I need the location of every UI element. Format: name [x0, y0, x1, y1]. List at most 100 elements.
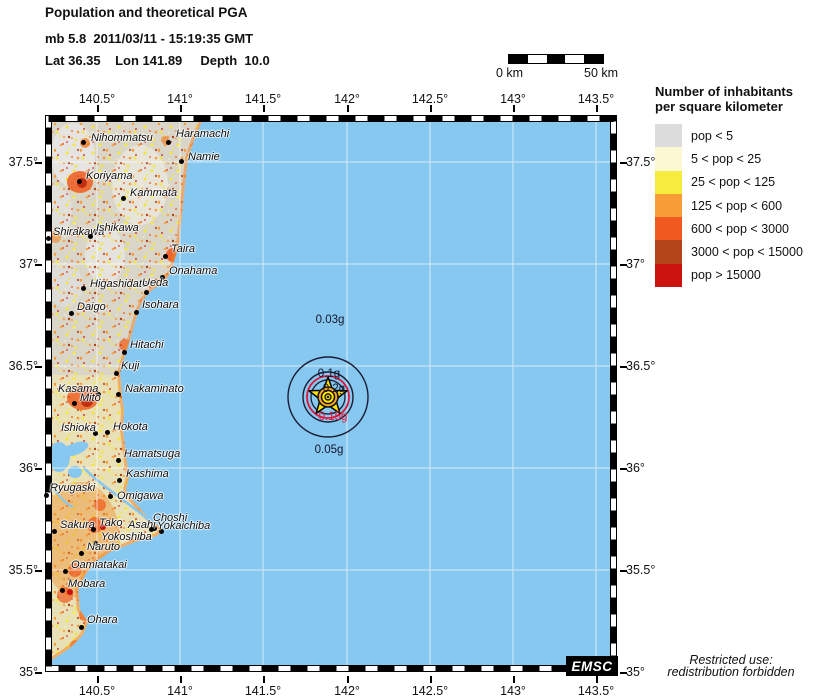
lake-kasumigaura — [48, 441, 151, 522]
legend-entry-label: 25 < pop < 125 — [691, 175, 776, 190]
legend-color-swatch — [655, 147, 682, 171]
legend-title-line1: Number of inhabitants — [655, 84, 793, 99]
lat-axis-label-right: 36.5° — [626, 359, 656, 373]
lon-axis-label-top: 140.5° — [78, 92, 116, 106]
legend-entry-label: pop > 15000 — [691, 268, 761, 283]
legend-row: pop < 5 — [655, 124, 822, 148]
axis-tick — [620, 570, 627, 572]
axis-tick — [596, 105, 598, 112]
axis-tick — [620, 264, 627, 266]
axis-tick — [263, 676, 265, 683]
contour-0-05g — [287, 356, 369, 438]
axis-tick — [620, 672, 627, 674]
lat-axis-label-left: 37.5° — [8, 155, 38, 169]
scale-bar-zero-label: 0 km — [496, 66, 524, 80]
legend-color-swatch — [655, 263, 682, 288]
map-canvas — [45, 115, 617, 672]
lat-axis-label-left: 36.5° — [8, 359, 38, 373]
axis-tick — [596, 676, 598, 683]
legend-title-line2: per square kilometer — [655, 99, 783, 114]
page-title: Population and theoretical PGA — [45, 5, 248, 20]
legend-color-swatch — [655, 217, 682, 241]
axis-tick — [35, 468, 42, 470]
legend-row: 5 < pop < 25 — [655, 147, 822, 171]
axis-tick — [180, 676, 182, 683]
lon-axis-label-top: 142° — [334, 92, 360, 106]
lon-axis-label-top: 143° — [500, 92, 526, 106]
axis-tick — [620, 468, 627, 470]
restricted-use-notice: Restricted use: redistribution forbidden — [645, 653, 817, 679]
axis-tick — [513, 676, 515, 683]
population-legend: Number of inhabitants per square kilomet… — [655, 84, 822, 288]
legend-row: pop > 15000 — [655, 263, 822, 288]
axis-tick — [620, 366, 627, 368]
legend-entry-label: 600 < pop < 3000 — [691, 221, 790, 236]
axis-tick — [35, 672, 42, 674]
lon-axis-label-top: 141.5° — [244, 92, 282, 106]
lon-axis-label-bottom: 142.5° — [411, 684, 449, 698]
lat-axis-label-left: 37° — [19, 257, 38, 271]
epicenter-star-icon — [308, 376, 348, 414]
emsc-logo: EMSC — [566, 656, 618, 676]
lon-axis-label-bottom: 143.5° — [577, 684, 615, 698]
axis-tick — [97, 105, 99, 112]
legend-entry-label: pop < 5 — [691, 128, 734, 143]
lat-axis-label-right: 35.5° — [626, 563, 656, 577]
river — [52, 486, 74, 508]
lon-axis-label-bottom: 140.5° — [78, 684, 116, 698]
restricted-line2: redistribution forbidden — [667, 664, 795, 679]
legend-entry-label: 5 < pop < 25 — [691, 151, 762, 166]
axis-tick — [620, 162, 627, 164]
lat-axis-label-left: 36° — [19, 461, 38, 475]
legend-row: 3000 < pop < 15000 — [655, 240, 822, 264]
scale-bar-max-label: 50 km — [584, 66, 619, 80]
axis-tick — [430, 105, 432, 112]
lat-axis-label-left: 35.5° — [8, 563, 38, 577]
legend-color-swatch — [655, 193, 682, 218]
contour-0-15g — [306, 375, 350, 419]
legend-color-swatch — [655, 240, 682, 264]
legend-rows: pop < 5 5 < pop < 25 25 < pop < 125 125 < p… — [655, 124, 822, 288]
event-magnitude-datetime: mb 5.8 2011/03/11 - 15:19:35 GMT — [45, 31, 254, 46]
lon-axis-label-bottom: 143° — [500, 684, 526, 698]
scale-bar-segment — [527, 55, 547, 63]
axis-tick — [35, 366, 42, 368]
map-frame — [45, 115, 617, 672]
legend-row: 600 < pop < 3000 — [655, 217, 822, 241]
restricted-line1: Restricted use: — [689, 653, 773, 667]
scale-bar-segment — [565, 55, 585, 63]
axis-tick — [513, 105, 515, 112]
axis-tick — [430, 676, 432, 683]
tone-river — [82, 466, 151, 522]
contour-0-1g — [302, 371, 354, 423]
scale-bar-segment — [584, 55, 603, 63]
axis-tick — [97, 676, 99, 683]
map-scale-bar — [508, 54, 604, 64]
axis-tick — [347, 676, 349, 683]
lon-axis-label-bottom: 141° — [167, 684, 193, 698]
lat-axis-label-right: 36° — [626, 461, 645, 475]
map-svg — [45, 115, 617, 672]
lon-axis-label-top: 141° — [167, 92, 193, 106]
axis-tick — [347, 105, 349, 112]
axis-tick — [35, 162, 42, 164]
legend-row: 125 < pop < 600 — [655, 193, 822, 218]
lat-axis-label-left: 35° — [19, 665, 38, 679]
lon-axis-label-top: 142.5° — [411, 92, 449, 106]
pga-contours — [287, 356, 369, 438]
lon-axis-label-bottom: 141.5° — [244, 684, 282, 698]
event-lat-lon-depth: Lat 36.35 Lon 141.89 Depth 10.0 — [45, 53, 270, 68]
legend-color-swatch — [655, 170, 682, 194]
axis-tick — [180, 105, 182, 112]
legend-entry-label: 3000 < pop < 15000 — [691, 245, 803, 260]
scale-bar-segment — [509, 55, 528, 63]
legend-row: 25 < pop < 125 — [655, 170, 822, 194]
scale-bar-segment — [546, 55, 566, 63]
axis-tick — [35, 264, 42, 266]
legend-entry-label: 125 < pop < 600 — [691, 198, 783, 213]
axis-tick — [263, 105, 265, 112]
lon-axis-label-bottom: 142° — [334, 684, 360, 698]
legend-color-swatch — [655, 124, 682, 148]
lon-axis-label-top: 143.5° — [577, 92, 615, 106]
